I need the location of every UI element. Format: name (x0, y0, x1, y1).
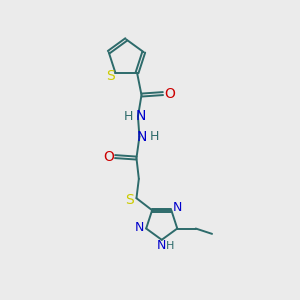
Text: H: H (124, 110, 133, 123)
Text: N: N (135, 110, 146, 124)
Text: S: S (106, 69, 114, 83)
Text: N: N (173, 201, 183, 214)
Text: N: N (135, 220, 144, 233)
Text: H: H (166, 241, 174, 251)
Text: N: N (136, 130, 147, 144)
Text: H: H (150, 130, 160, 143)
Text: O: O (164, 87, 175, 100)
Text: S: S (125, 193, 134, 207)
Text: O: O (103, 150, 114, 164)
Text: N: N (157, 239, 166, 252)
